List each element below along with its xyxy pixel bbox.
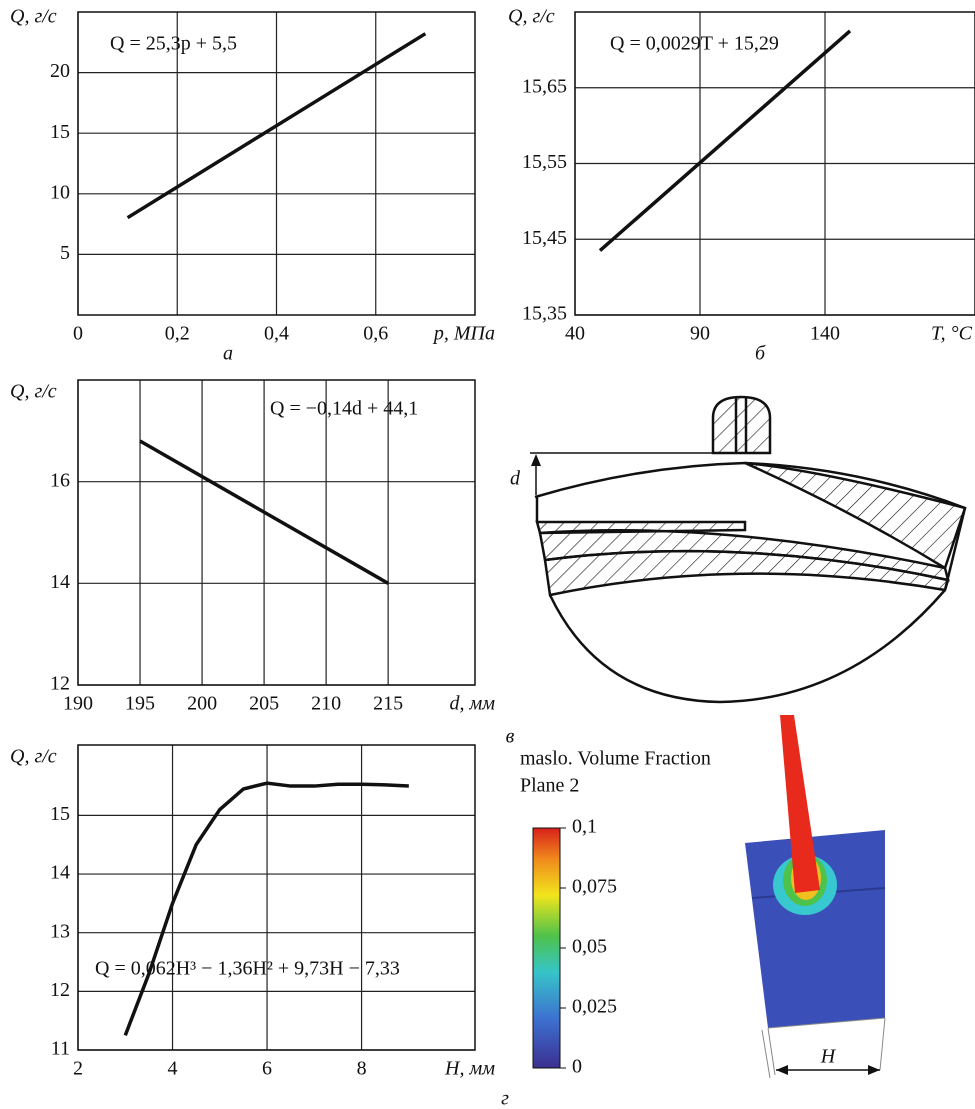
- annotation: Q = 25,3p + 5,5: [110, 33, 237, 55]
- x-axis-label: p, МПа: [432, 323, 495, 345]
- annotation: Q = 0,062H³ − 1,36H² + 9,73H − 7,33: [95, 958, 400, 980]
- y-tick-label: 15,55: [522, 151, 567, 173]
- nozzle-diagram: [530, 397, 965, 702]
- y-tick-label: 15,65: [522, 75, 567, 97]
- x-tick-label: 8: [357, 1058, 367, 1080]
- arrow-head: [531, 454, 541, 466]
- x-tick-label: 90: [690, 323, 710, 345]
- y-tick-label: 14: [50, 571, 70, 593]
- x-axis-label: H, мм: [444, 1058, 495, 1080]
- x-tick-label: 140: [810, 323, 840, 345]
- y-tick-label: 14: [50, 862, 70, 884]
- nozzle: [713, 397, 770, 453]
- x-tick-label: 0: [73, 323, 83, 345]
- x-tick-label: 2: [73, 1058, 83, 1080]
- x-tick-label: 195: [125, 693, 155, 715]
- caption: б: [755, 343, 766, 365]
- simulation-label: H: [820, 1046, 837, 1068]
- y-tick-label: 5: [60, 242, 70, 264]
- colorbar: [533, 828, 560, 1068]
- x-tick-label: 200: [187, 693, 217, 715]
- colorbar-title: maslo. Volume Fraction: [520, 748, 711, 770]
- x-tick-label: 190: [63, 693, 93, 715]
- x-tick-label: 6: [262, 1058, 272, 1080]
- colorbar-tick-label: 0,075: [572, 876, 617, 898]
- x-tick-label: 215: [373, 693, 403, 715]
- y-axis-label: Q, г/с: [10, 6, 57, 28]
- colorbar-subtitle: Plane 2: [520, 775, 579, 797]
- y-tick-label: 12: [50, 979, 70, 1001]
- y-tick-label: 15,35: [522, 303, 567, 325]
- x-tick-label: 40: [565, 323, 585, 345]
- bowl: [550, 590, 945, 702]
- y-tick-label: 20: [50, 60, 70, 82]
- caption: г: [501, 1088, 509, 1109]
- y-tick-label: 15,45: [522, 227, 567, 249]
- x-tick-label: 0,6: [363, 323, 388, 345]
- plot-frame: [78, 380, 475, 685]
- x-tick-label: 4: [168, 1058, 178, 1080]
- y-axis-label: Q, г/с: [10, 746, 57, 768]
- caption: а: [223, 343, 233, 365]
- y-tick-label: 10: [50, 181, 70, 203]
- colorbar-tick-label: 0: [572, 1056, 582, 1078]
- x-tick-label: 210: [311, 693, 341, 715]
- y-axis-label: Q, г/с: [10, 381, 57, 403]
- y-tick-label: 11: [51, 1038, 70, 1060]
- x-axis-label: d, мм: [449, 693, 495, 715]
- annotation: Q = −0,14d + 44,1: [270, 398, 418, 420]
- colorbar-tick-label: 0,025: [572, 996, 617, 1018]
- colorbar-tick-label: 0,1: [572, 816, 597, 838]
- simulation-image: [745, 715, 885, 1078]
- y-tick-label: 12: [50, 673, 70, 695]
- data-line: [600, 31, 850, 251]
- caption: в: [506, 726, 515, 748]
- x-axis-label: T, °C: [931, 323, 973, 345]
- x-tick-label: 0,2: [165, 323, 190, 345]
- x-tick-label: 0,4: [264, 323, 289, 345]
- y-tick-label: 16: [50, 469, 70, 491]
- y-tick-label: 15: [50, 803, 70, 825]
- annotation: Q = 0,0029T + 15,29: [610, 33, 779, 55]
- y-tick-label: 13: [50, 920, 70, 942]
- figure: d H 510152000,20,40,6Q, г/сp, МПаQ = 25,…: [0, 0, 975, 1109]
- y-tick-label: 15: [50, 121, 70, 143]
- diagram-label: d: [510, 468, 521, 490]
- y-axis-label: Q, г/с: [508, 6, 555, 28]
- colorbar-tick-label: 0,05: [572, 936, 607, 958]
- x-tick-label: 205: [249, 693, 279, 715]
